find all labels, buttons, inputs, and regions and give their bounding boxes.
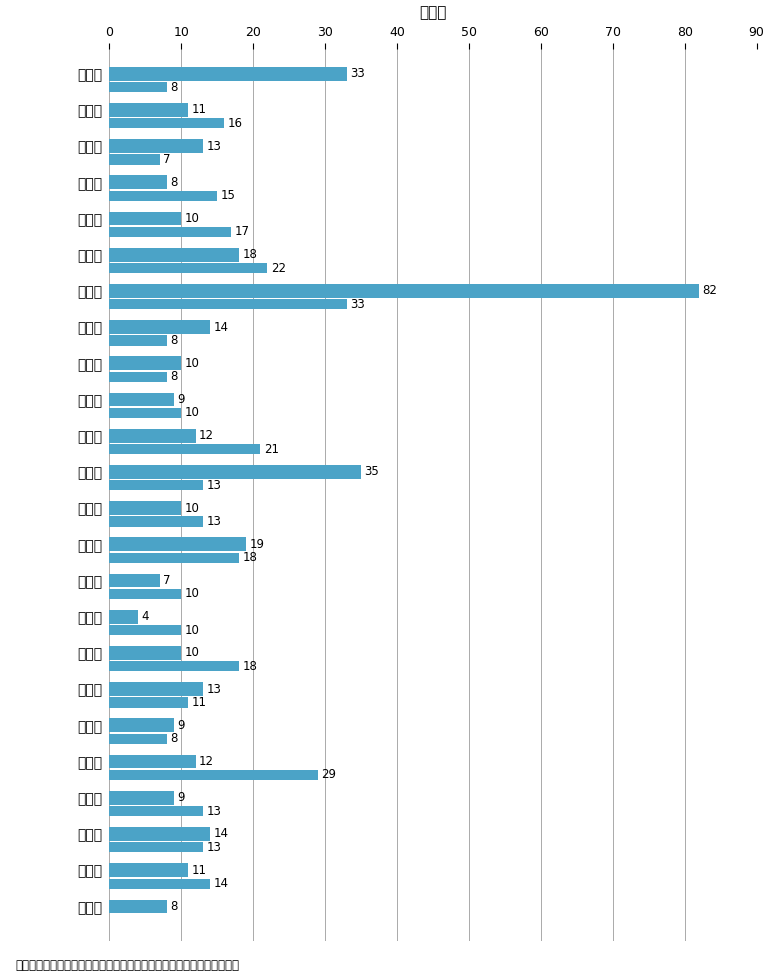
Text: 10: 10 <box>185 357 200 369</box>
Bar <box>109 807 203 816</box>
Bar <box>109 82 167 92</box>
Text: 10: 10 <box>185 212 200 225</box>
Text: 11: 11 <box>192 103 207 117</box>
Text: 13: 13 <box>206 139 222 153</box>
Text: 13: 13 <box>206 683 222 696</box>
Text: 8: 8 <box>170 334 178 347</box>
Bar <box>109 610 138 623</box>
Bar <box>109 827 210 841</box>
Text: 9: 9 <box>178 791 185 805</box>
Bar <box>109 863 188 877</box>
Bar <box>109 299 346 310</box>
Bar <box>109 408 181 417</box>
Bar <box>109 646 181 660</box>
Text: 13: 13 <box>206 805 222 817</box>
Text: 11: 11 <box>192 696 207 710</box>
Bar <box>109 589 181 599</box>
Text: 14: 14 <box>214 320 229 333</box>
Bar <box>109 320 210 334</box>
Bar <box>109 537 246 551</box>
Text: 7: 7 <box>163 574 171 587</box>
Text: 35: 35 <box>364 466 379 478</box>
Bar <box>109 103 188 117</box>
Text: 12: 12 <box>199 429 215 442</box>
Bar <box>109 843 203 853</box>
Bar <box>109 770 317 780</box>
Text: 9: 9 <box>178 719 185 732</box>
Text: 19: 19 <box>250 538 264 551</box>
Text: 14: 14 <box>214 827 229 841</box>
Text: 4: 4 <box>142 611 149 623</box>
Bar <box>109 662 239 671</box>
Text: 11: 11 <box>192 863 207 877</box>
Bar <box>109 878 210 889</box>
Text: 14: 14 <box>214 877 229 890</box>
Text: 17: 17 <box>235 225 250 238</box>
Bar <box>109 335 167 346</box>
Text: 13: 13 <box>206 479 222 492</box>
Text: 29: 29 <box>321 768 336 781</box>
Text: 出典：広域災害救急医療情報システムホームページをもとに内閣府作成: 出典：広域災害救急医療情報システムホームページをもとに内閣府作成 <box>16 959 239 972</box>
Bar <box>109 139 203 153</box>
Bar <box>109 212 181 225</box>
Bar <box>109 175 167 189</box>
Text: 10: 10 <box>185 623 200 637</box>
Text: 33: 33 <box>350 298 365 311</box>
Bar <box>109 734 167 744</box>
Bar <box>109 190 217 201</box>
Bar <box>109 371 167 382</box>
X-axis label: 病院数: 病院数 <box>419 5 447 21</box>
Text: 10: 10 <box>185 407 200 419</box>
Bar <box>109 155 160 165</box>
Bar <box>109 357 181 370</box>
Bar <box>109 900 167 913</box>
Bar <box>109 573 160 587</box>
Bar <box>109 516 203 526</box>
Bar <box>109 263 268 273</box>
Text: 8: 8 <box>170 175 178 189</box>
Bar <box>109 248 239 262</box>
Bar <box>109 501 181 515</box>
Bar <box>109 429 196 443</box>
Text: 22: 22 <box>271 262 286 274</box>
Bar <box>109 625 181 635</box>
Text: 9: 9 <box>178 393 185 406</box>
Bar <box>109 718 174 732</box>
Text: 18: 18 <box>243 248 257 261</box>
Text: 12: 12 <box>199 755 215 768</box>
Text: 8: 8 <box>170 370 178 383</box>
Text: 16: 16 <box>228 117 243 129</box>
Bar <box>109 67 346 80</box>
Bar <box>109 553 239 563</box>
Text: 8: 8 <box>170 732 178 745</box>
Text: 33: 33 <box>350 67 365 80</box>
Text: 13: 13 <box>206 841 222 854</box>
Text: 8: 8 <box>170 80 178 93</box>
Text: 18: 18 <box>243 660 257 673</box>
Text: 8: 8 <box>170 900 178 913</box>
Text: 82: 82 <box>703 284 718 297</box>
Text: 10: 10 <box>185 647 200 660</box>
Text: 7: 7 <box>163 153 171 166</box>
Bar <box>109 755 196 768</box>
Bar <box>109 791 174 805</box>
Text: 18: 18 <box>243 551 257 564</box>
Bar <box>109 284 699 298</box>
Bar <box>109 393 174 407</box>
Text: 15: 15 <box>221 189 236 202</box>
Text: 10: 10 <box>185 502 200 514</box>
Text: 21: 21 <box>264 443 279 456</box>
Text: 10: 10 <box>185 587 200 601</box>
Bar <box>109 466 361 479</box>
Bar <box>109 682 203 696</box>
Bar <box>109 698 188 708</box>
Bar <box>109 444 261 454</box>
Text: 13: 13 <box>206 515 222 528</box>
Bar <box>109 226 232 237</box>
Bar <box>109 480 203 490</box>
Bar <box>109 119 225 128</box>
